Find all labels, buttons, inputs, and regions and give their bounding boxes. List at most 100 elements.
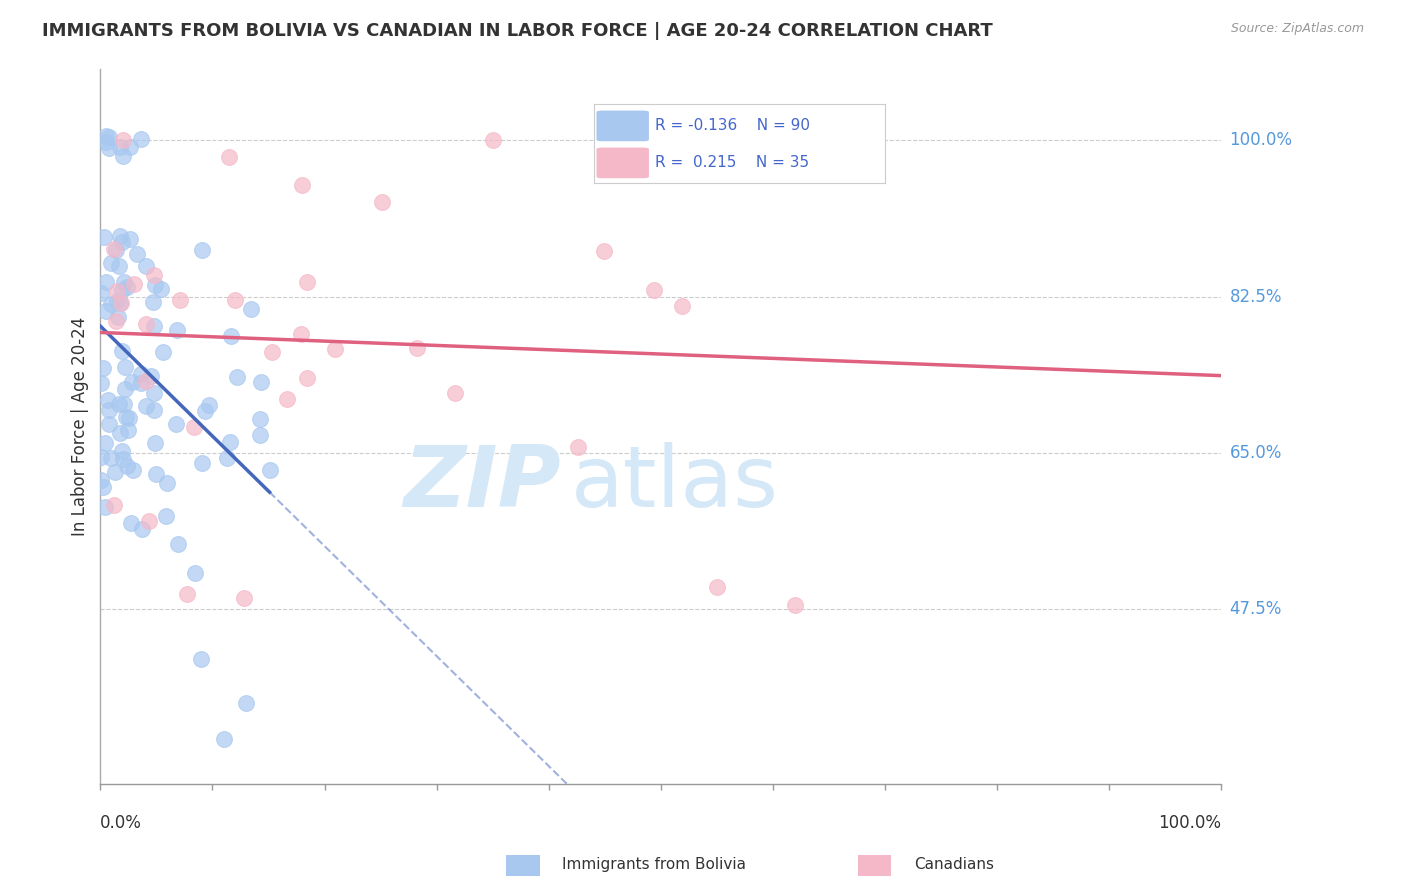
Text: 82.5%: 82.5% <box>1230 287 1282 306</box>
Point <box>120 231 142 245</box>
Point <box>105 294 128 309</box>
Point <box>291 178 314 192</box>
Text: 100.0%: 100.0% <box>1230 131 1292 149</box>
Point <box>98 403 121 417</box>
Point <box>117 423 139 437</box>
Point <box>131 367 153 381</box>
Point <box>111 451 134 466</box>
Point <box>232 591 254 605</box>
Point <box>290 326 312 341</box>
Point <box>166 323 188 337</box>
Point <box>135 399 157 413</box>
Point <box>118 140 141 154</box>
Point <box>129 376 152 391</box>
Point <box>481 133 503 147</box>
Point <box>444 386 467 401</box>
Point <box>250 376 273 390</box>
Point <box>567 440 589 454</box>
Point <box>115 280 138 294</box>
Point <box>167 536 190 550</box>
Point <box>135 374 157 388</box>
Point <box>224 293 246 307</box>
Point <box>91 480 114 494</box>
Point <box>755 115 778 129</box>
Point <box>98 417 121 431</box>
Point <box>142 294 165 309</box>
Point <box>671 299 693 313</box>
Point <box>141 368 163 383</box>
Point <box>152 345 174 359</box>
Point <box>183 420 205 434</box>
Text: 65.0%: 65.0% <box>1230 444 1282 462</box>
Point <box>143 318 166 333</box>
Point <box>100 451 122 466</box>
Point <box>217 450 239 465</box>
Text: 47.5%: 47.5% <box>1230 600 1282 618</box>
Point <box>706 580 728 594</box>
Point <box>107 310 129 324</box>
Point <box>111 149 134 163</box>
Point <box>297 370 319 384</box>
Point <box>90 473 112 487</box>
Point <box>121 375 143 389</box>
Text: Source: ZipAtlas.com: Source: ZipAtlas.com <box>1230 22 1364 36</box>
Point <box>103 498 125 512</box>
Point <box>212 732 235 747</box>
Point <box>111 133 134 147</box>
Point <box>111 344 134 359</box>
Point <box>221 329 243 343</box>
Y-axis label: In Labor Force | Age 20-24: In Labor Force | Age 20-24 <box>72 317 89 536</box>
Point <box>155 508 177 523</box>
Point <box>94 304 117 318</box>
Point <box>114 382 136 396</box>
Point <box>111 283 134 297</box>
Point <box>108 426 131 441</box>
Point <box>105 284 128 298</box>
Point <box>143 278 166 293</box>
Point <box>138 514 160 528</box>
Point <box>94 275 117 289</box>
Point <box>135 259 157 273</box>
Point <box>143 386 166 401</box>
Text: 0.0%: 0.0% <box>100 814 142 832</box>
Point <box>260 345 283 359</box>
Point <box>406 341 429 355</box>
Point <box>259 463 281 477</box>
Point <box>120 516 142 530</box>
Point <box>97 392 120 407</box>
Point <box>108 228 131 243</box>
Text: IMMIGRANTS FROM BOLIVIA VS CANADIAN IN LABOR FORCE | AGE 20-24 CORRELATION CHART: IMMIGRANTS FROM BOLIVIA VS CANADIAN IN L… <box>42 22 993 40</box>
Point <box>103 465 125 479</box>
Point <box>105 243 128 257</box>
Point <box>90 450 112 464</box>
Point <box>197 399 219 413</box>
Point <box>111 443 134 458</box>
Point <box>131 131 153 145</box>
Point <box>249 427 271 442</box>
Point <box>169 293 191 307</box>
Point <box>145 467 167 481</box>
Point <box>370 194 392 209</box>
Text: 100.0%: 100.0% <box>1159 814 1222 832</box>
Point <box>121 463 143 477</box>
Point <box>93 500 115 514</box>
Point <box>112 397 135 411</box>
Point <box>96 135 118 149</box>
Point <box>107 259 129 273</box>
Point <box>150 282 173 296</box>
Point <box>165 417 187 431</box>
Point <box>325 342 347 356</box>
Point <box>115 459 138 474</box>
Point <box>118 411 141 425</box>
Point <box>110 296 132 310</box>
Point <box>93 360 115 375</box>
Point <box>235 697 257 711</box>
Point <box>97 141 120 155</box>
Point <box>90 376 112 391</box>
Point <box>592 244 614 259</box>
Text: atlas: atlas <box>571 442 779 524</box>
Text: Canadians: Canadians <box>914 857 994 872</box>
Point <box>110 140 132 154</box>
Point <box>295 275 318 289</box>
Point <box>112 275 135 289</box>
